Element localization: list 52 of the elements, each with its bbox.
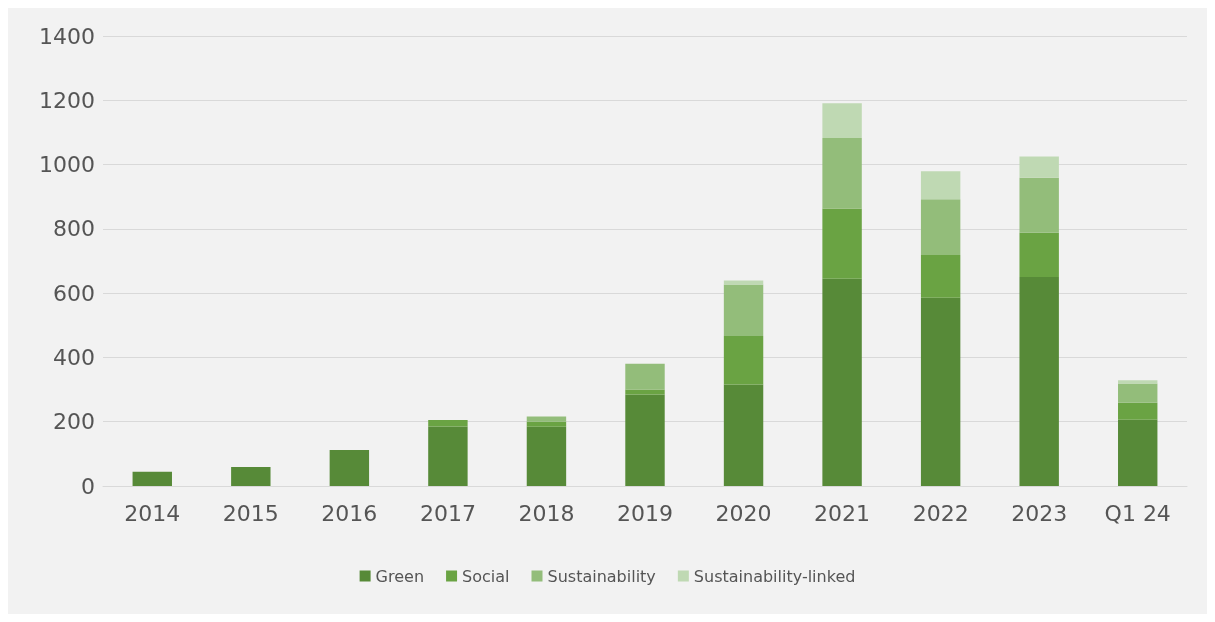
x-tick-label: Q1 24 xyxy=(1104,500,1171,526)
bar xyxy=(920,297,961,486)
bar xyxy=(822,208,862,279)
x-tick-label: 2022 xyxy=(912,500,969,526)
legend-label: Sustainability-linked xyxy=(693,566,856,586)
x-tick-label: 2021 xyxy=(814,500,871,526)
bar xyxy=(920,171,961,200)
bar xyxy=(625,363,665,390)
y-tick-label: 1200 xyxy=(39,87,95,113)
x-tick-label: 2019 xyxy=(617,500,673,526)
x-tick-label: 2020 xyxy=(715,500,772,526)
bar xyxy=(822,137,862,209)
y-tick-label: 800 xyxy=(53,216,95,242)
bar xyxy=(231,467,271,486)
bar xyxy=(920,254,961,298)
bar xyxy=(822,103,862,138)
legend-label: Green xyxy=(375,566,425,586)
bar xyxy=(132,471,172,486)
x-tick-label: 2023 xyxy=(1011,500,1068,526)
y-tick-label: 0 xyxy=(81,473,95,499)
bar xyxy=(428,426,468,486)
bar xyxy=(526,421,567,427)
y-tick-label: 1400 xyxy=(39,23,95,49)
bar xyxy=(723,384,764,486)
bar xyxy=(428,420,468,427)
x-tick-label: 2015 xyxy=(222,500,279,526)
x-tick-label: 2014 xyxy=(124,500,181,526)
bar xyxy=(1019,232,1059,278)
bar xyxy=(1118,383,1158,403)
x-tick-label: 2017 xyxy=(419,500,476,526)
bar xyxy=(1019,156,1059,178)
x-tick-label: 2016 xyxy=(321,500,378,526)
y-tick-label: 400 xyxy=(53,344,95,370)
bar xyxy=(625,394,665,486)
x-tick-label: 2018 xyxy=(518,500,575,526)
legend-label: Social xyxy=(462,566,510,586)
bar xyxy=(1019,177,1059,233)
bar xyxy=(1019,277,1059,486)
y-tick-label: 1000 xyxy=(39,152,95,178)
bar xyxy=(329,450,370,486)
y-tick-label: 200 xyxy=(53,409,95,435)
y-tick-label: 600 xyxy=(53,280,95,306)
bar xyxy=(822,278,862,486)
bar xyxy=(526,426,567,486)
bar xyxy=(1118,380,1158,384)
bar xyxy=(920,199,961,255)
bar xyxy=(1118,402,1158,420)
bar xyxy=(723,335,764,385)
legend-label: Sustainability xyxy=(547,566,656,586)
bar xyxy=(723,284,764,336)
bar xyxy=(1118,419,1158,486)
bar xyxy=(526,416,567,422)
